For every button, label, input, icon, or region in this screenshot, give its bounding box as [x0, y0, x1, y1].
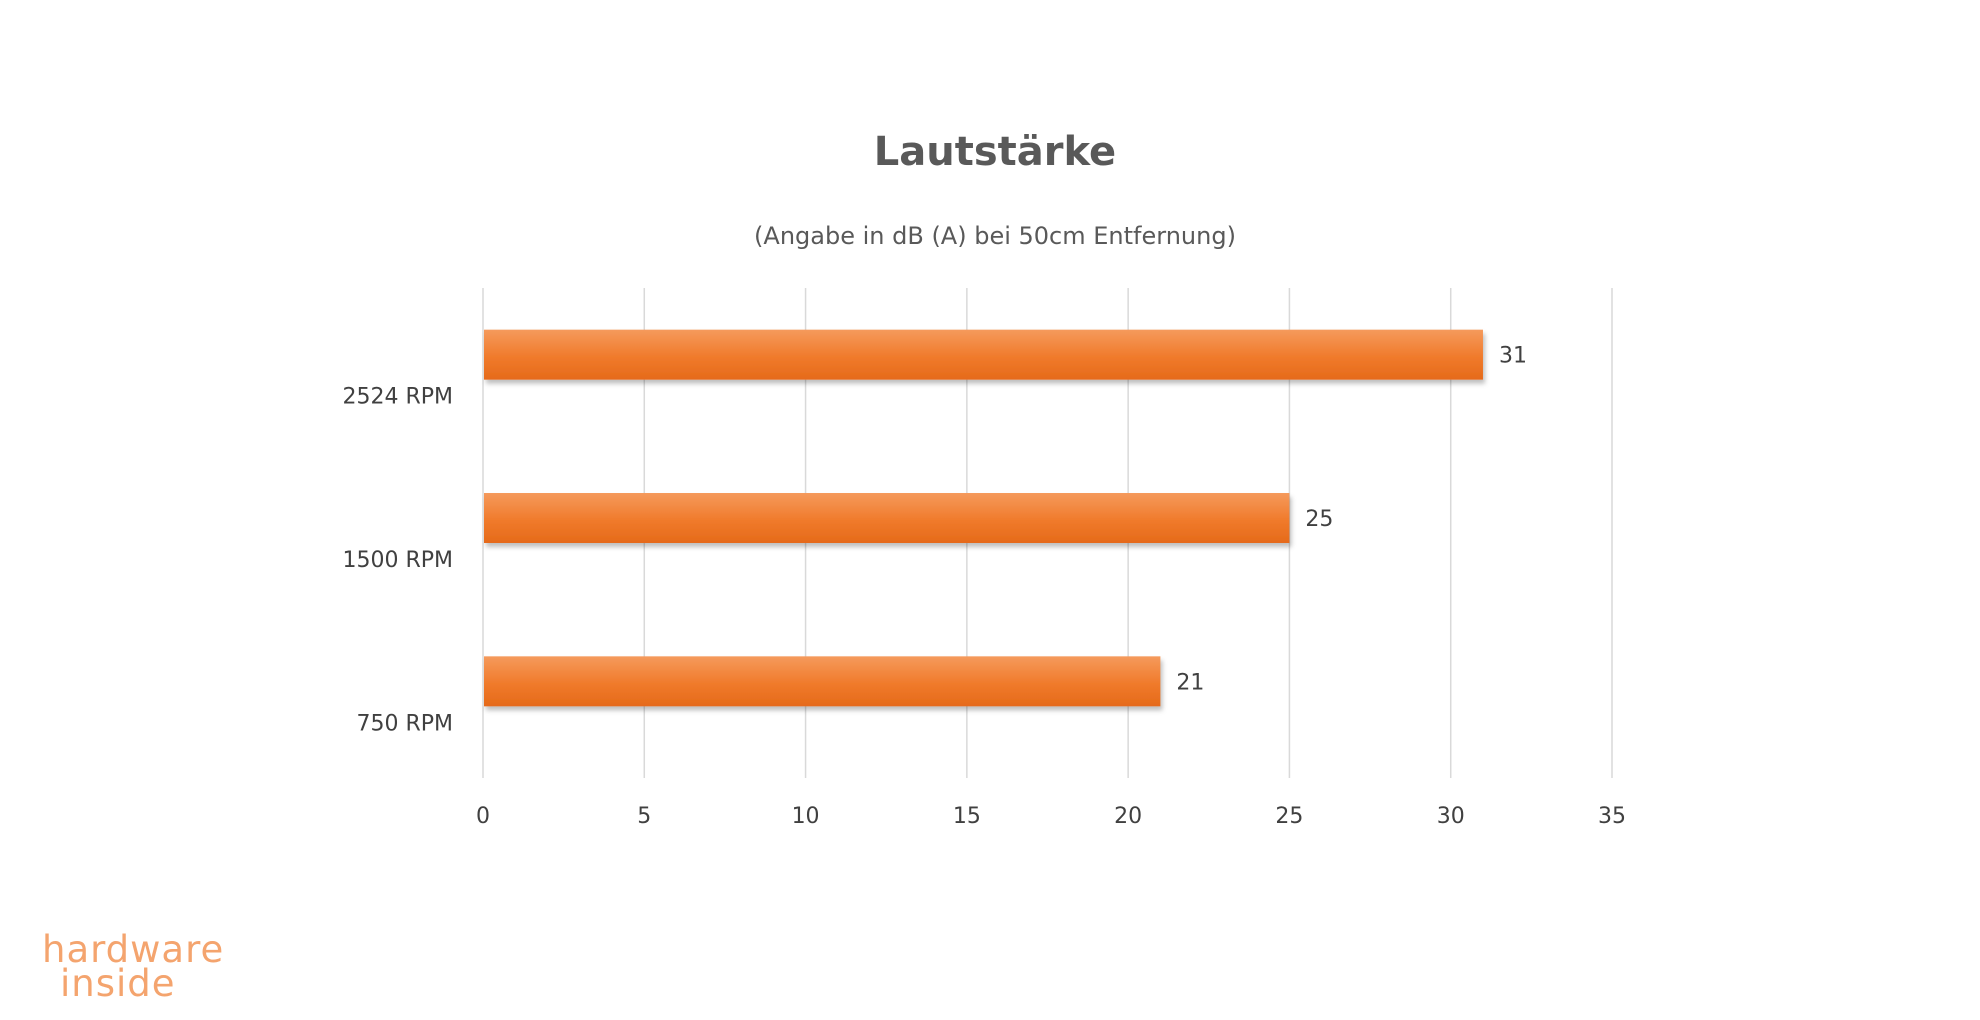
x-tick-label: 35: [1598, 804, 1626, 829]
bar-2524-rpm: [484, 329, 1483, 380]
logo-text-hardware: hardware: [42, 932, 224, 971]
x-tick-label: 20: [1114, 804, 1142, 829]
chart-title: Lautstärke: [874, 129, 1116, 175]
category-label: 750 RPM: [356, 711, 453, 736]
x-tick-label: 0: [476, 804, 490, 829]
category-label: 2524 RPM: [342, 385, 453, 410]
x-tick-labels: 0 5 10 15 20 25 30 35: [476, 804, 1626, 829]
logo-text-inside: inside: [60, 962, 176, 1002]
hardware-inside-logo: hardware inside: [42, 932, 224, 1002]
data-label: 31: [1499, 344, 1527, 369]
category-labels: 2524 RPM 1500 RPM 750 RPM: [342, 385, 453, 737]
x-tick-label: 30: [1437, 804, 1465, 829]
x-tick-label: 10: [792, 804, 820, 829]
bar-1500-rpm: [484, 493, 1290, 543]
bar-750-rpm: [484, 656, 1161, 707]
data-label: 21: [1176, 670, 1204, 695]
data-label: 25: [1305, 507, 1333, 532]
x-tick-label: 25: [1275, 804, 1303, 829]
x-tick-label: 5: [637, 804, 651, 829]
chart-subtitle: (Angabe in dB (A) bei 50cm Entfernung): [754, 222, 1236, 250]
bars: [484, 329, 1483, 707]
category-label: 1500 RPM: [342, 548, 453, 573]
x-tick-label: 15: [953, 804, 981, 829]
data-labels: 31 25 21: [1176, 344, 1527, 696]
